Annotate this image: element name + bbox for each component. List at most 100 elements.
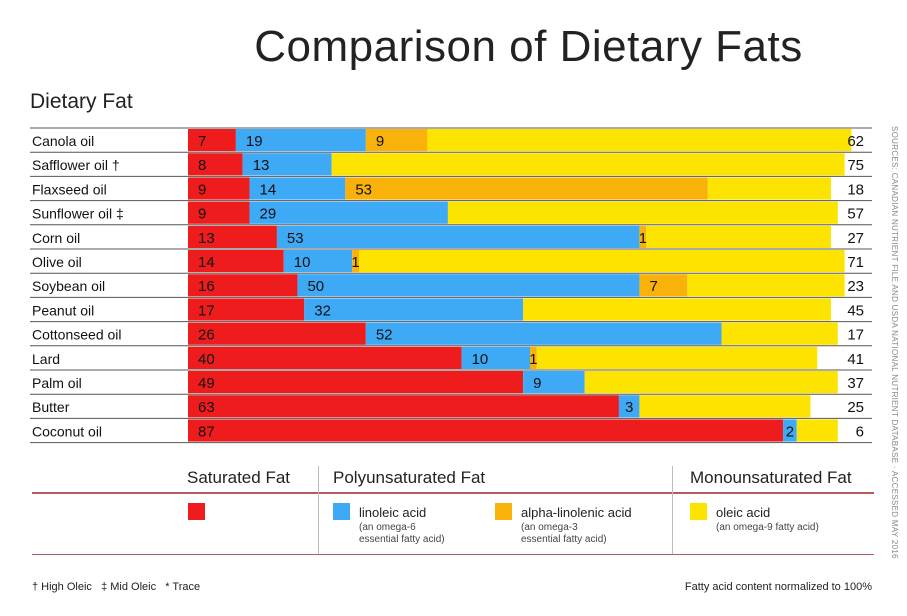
category-label: Canola oil <box>32 133 94 149</box>
bar-segment-alpha-linolenic <box>639 225 647 248</box>
bar-segment-saturated <box>188 225 277 248</box>
legend-swatch-oleic <box>690 503 707 520</box>
legend-separator <box>672 466 673 554</box>
category-label: Coconut oil <box>32 423 102 439</box>
data-label: 40 <box>198 351 215 368</box>
data-label: 75 <box>847 157 864 174</box>
bar-segment-oleic <box>536 346 818 369</box>
legend-sub-line: (an omega-9 fatty acid) <box>716 522 819 533</box>
data-label: 63 <box>198 399 215 416</box>
data-label: 2 <box>786 423 794 440</box>
bar-segment-oleic <box>447 201 838 224</box>
footnote-symbols: † High Oleic ‡ Mid Oleic * Trace <box>32 581 201 593</box>
data-label: 23 <box>847 278 864 295</box>
data-label: 29 <box>260 206 277 223</box>
category-label: Sunflower oil ‡ <box>32 206 124 222</box>
bar-segment-saturated <box>188 298 305 321</box>
bar-segment-saturated <box>188 322 366 345</box>
legend-swatch-saturated <box>188 503 205 520</box>
category-label: Olive oil <box>32 254 82 270</box>
legend-sub-linoleic: (an omega-6 essential fatty acid) <box>359 522 519 546</box>
bar-segment-alpha-linolenic <box>352 250 359 273</box>
category-label: Flaxseed oil <box>32 181 107 197</box>
bar-segment-saturated <box>188 177 250 200</box>
bar-segment-alpha-linolenic <box>365 129 428 152</box>
data-label: 17 <box>847 327 864 344</box>
bar-segment-linoleic <box>249 177 346 200</box>
legend-sub-line: (an omega-3 <box>521 522 578 533</box>
legend-label-linoleic: linoleic acid <box>359 505 427 520</box>
bar-segment-linoleic <box>461 346 530 369</box>
legend-header-monounsaturated: Monounsaturated Fat <box>690 468 852 487</box>
bar-segment-alpha-linolenic <box>639 274 688 297</box>
chart-title: Comparison of Dietary Fats <box>254 22 803 71</box>
legend-sub-alpha-linolenic: (an omega-3 essential fatty acid) <box>521 522 681 546</box>
bar-segment-saturated <box>188 371 524 394</box>
data-label: 27 <box>847 230 864 247</box>
legend-header-saturated: Saturated Fat <box>187 468 291 487</box>
bar-segment-linoleic <box>297 274 640 297</box>
data-label: 3 <box>625 399 633 416</box>
data-label: 45 <box>847 302 864 319</box>
bar-segment-linoleic <box>235 129 366 152</box>
category-label: Corn oil <box>32 230 80 246</box>
data-label: 7 <box>198 133 206 150</box>
data-label: 10 <box>472 351 489 368</box>
legend-bottom-line <box>32 554 874 555</box>
bar-segment-oleic <box>523 298 831 321</box>
data-label: 71 <box>847 254 864 271</box>
category-label: Palm oil <box>32 375 82 391</box>
data-label: 7 <box>649 278 657 295</box>
data-label: 52 <box>376 327 393 344</box>
bar-segment-saturated <box>188 395 619 418</box>
data-label: 18 <box>847 181 864 198</box>
bar-segment-saturated <box>188 129 236 152</box>
data-label: 41 <box>847 351 864 368</box>
category-label: Safflower oil † <box>32 157 120 173</box>
bar-segment-linoleic <box>618 395 640 418</box>
bar-segment-alpha-linolenic <box>345 177 708 200</box>
bar-segment-linoleic <box>304 298 524 321</box>
bar-segment-oleic <box>639 395 811 418</box>
data-label: 49 <box>198 375 215 392</box>
source-note: SOURCES: CANADIAN NUTRIENT FILE AND USDA… <box>890 126 899 559</box>
data-label: 25 <box>847 399 864 416</box>
bar-segment-linoleic <box>523 371 585 394</box>
category-label: Butter <box>32 399 70 415</box>
legend-sub-line: essential fatty acid) <box>359 534 445 545</box>
data-label: 1 <box>351 254 359 271</box>
bar-segment-saturated <box>188 419 784 442</box>
bar-segment-linoleic <box>242 153 332 176</box>
data-label: 32 <box>314 302 331 319</box>
data-label: 19 <box>246 133 263 150</box>
data-label: 10 <box>294 254 311 271</box>
category-label: Lard <box>32 351 60 367</box>
bar-segment-oleic <box>646 225 831 248</box>
data-label: 14 <box>260 181 277 198</box>
bar-segment-oleic <box>584 371 838 394</box>
data-label: 26 <box>198 327 215 344</box>
category-label: Soybean oil <box>32 278 105 294</box>
data-label: 9 <box>198 181 206 198</box>
legend-swatch-linoleic <box>333 503 350 520</box>
legend-sub-line: essential fatty acid) <box>521 534 607 545</box>
data-label: 9 <box>376 133 384 150</box>
bar-segment-alpha-linolenic <box>530 346 537 369</box>
data-label: 13 <box>253 157 270 174</box>
data-label: 9 <box>198 206 206 223</box>
bar-segment-oleic <box>359 250 845 273</box>
data-label: 57 <box>847 206 864 223</box>
bar-segment-oleic <box>427 129 852 152</box>
bar-segment-oleic <box>796 419 838 442</box>
data-label: 14 <box>198 254 215 271</box>
bar-segment-saturated <box>188 201 250 224</box>
bar-segment-oleic <box>721 322 838 345</box>
legend-sub-oleic: (an omega-9 fatty acid) <box>716 522 876 534</box>
data-label: 37 <box>847 375 864 392</box>
legend-header-polyunsaturated: Polyunsaturated Fat <box>333 468 486 487</box>
data-label: 53 <box>287 230 304 247</box>
legend-sub-line: (an omega-6 <box>359 522 416 533</box>
legend-separator <box>318 466 319 554</box>
legend-swatch-alpha-linolenic <box>495 503 512 520</box>
